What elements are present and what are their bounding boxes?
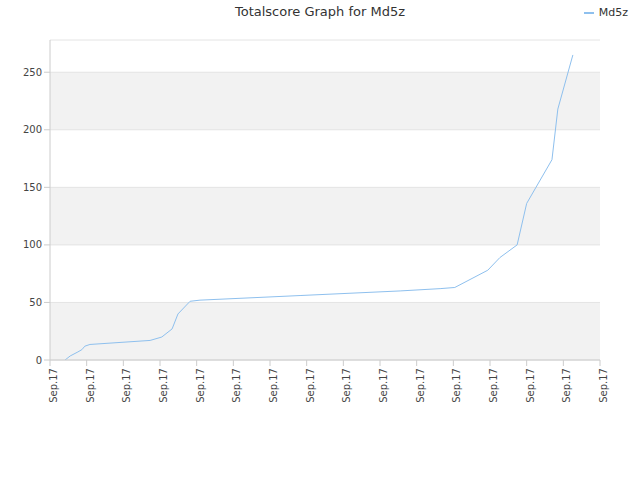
svg-text:Sep.17: Sep.17 [85,368,96,403]
svg-text:Sep.17: Sep.17 [268,368,279,403]
svg-text:Sep.17: Sep.17 [598,368,609,403]
svg-text:Sep.17: Sep.17 [48,368,59,403]
svg-text:Sep.17: Sep.17 [305,368,316,403]
svg-text:150: 150 [23,182,42,193]
svg-text:Sep.17: Sep.17 [415,368,426,403]
svg-text:Sep.17: Sep.17 [231,368,242,403]
svg-text:Sep.17: Sep.17 [525,368,536,403]
svg-text:Sep.17: Sep.17 [121,368,132,403]
svg-text:Sep.17: Sep.17 [195,368,206,403]
svg-text:0: 0 [36,355,42,366]
html-text:Md5z: Md5z [598,6,628,19]
svg-text:Sep.17: Sep.17 [561,368,572,403]
svg-text:250: 250 [23,67,42,78]
svg-text:200: 200 [23,124,42,135]
html-text:Totalscore Graph for Md5z: Totalscore Graph for Md5z [235,4,405,19]
svg-text:Sep.17: Sep.17 [451,368,462,403]
svg-text:100: 100 [23,239,42,250]
svg-text:Sep.17: Sep.17 [488,368,499,403]
svg-text:50: 50 [29,297,42,308]
svg-text:Sep.17: Sep.17 [341,368,352,403]
svg-text:Sep.17: Sep.17 [378,368,389,403]
svg-text:Sep.17: Sep.17 [158,368,169,403]
